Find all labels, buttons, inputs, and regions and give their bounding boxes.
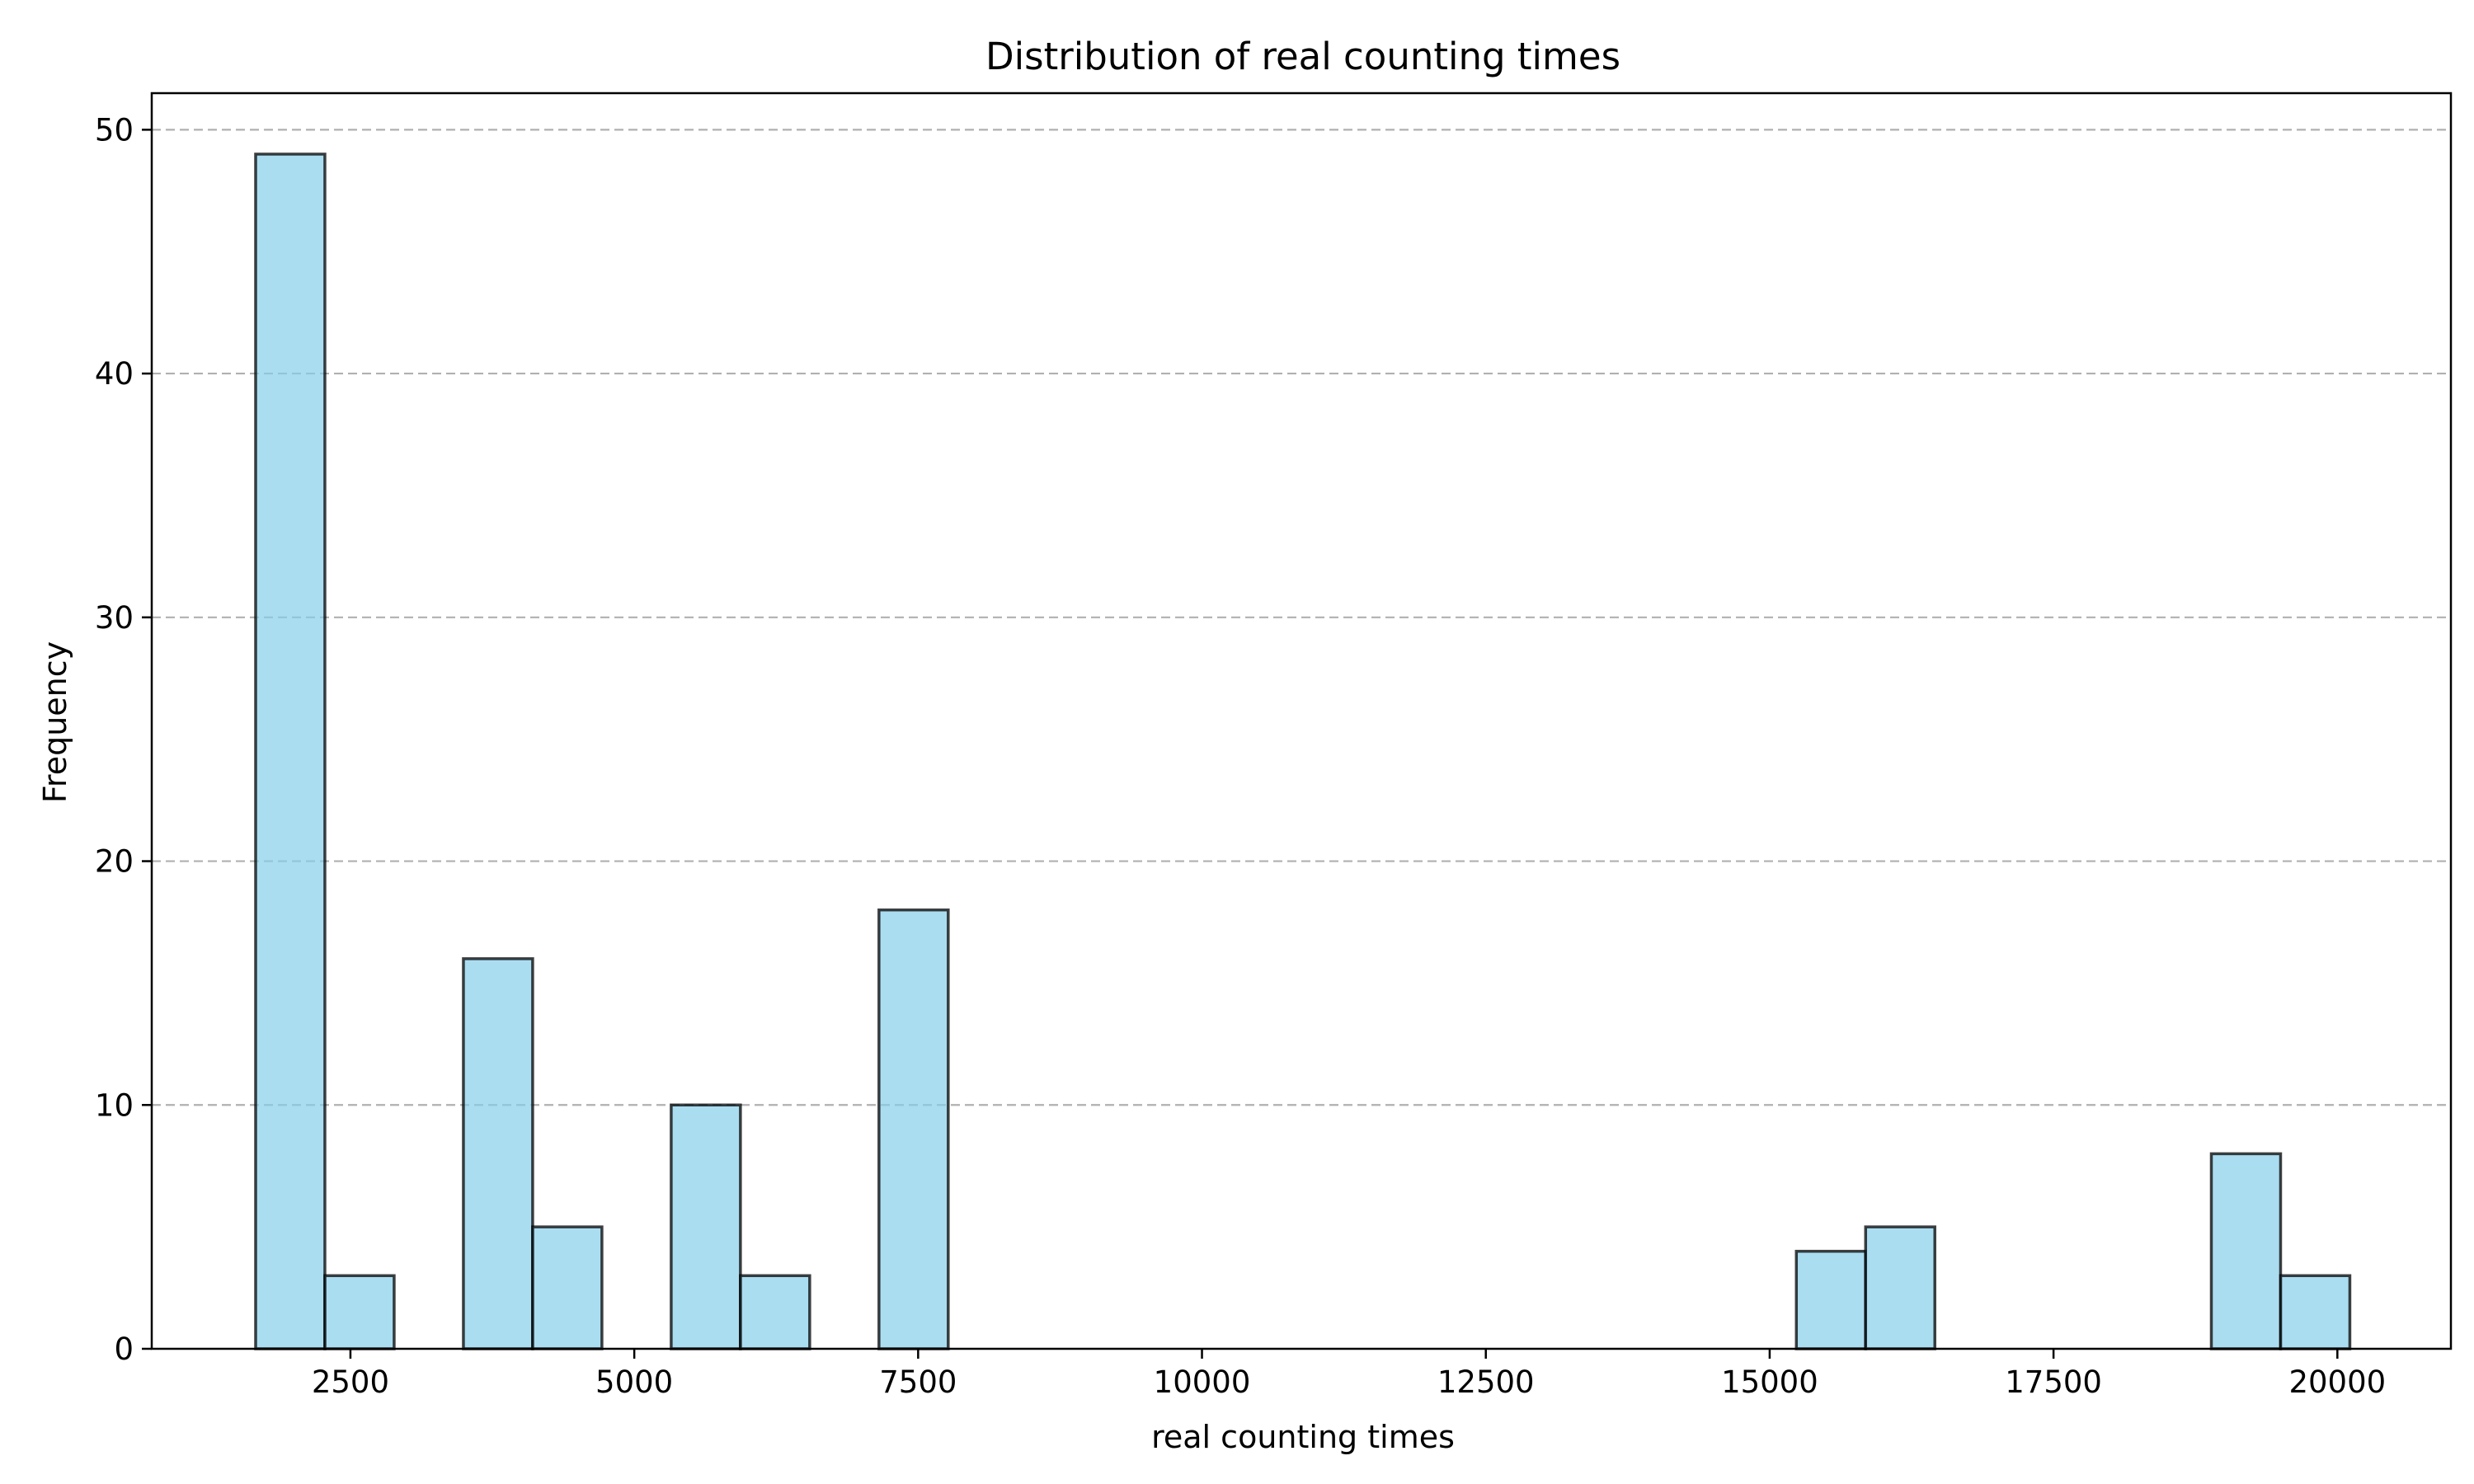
x-tick-label-2500: 2500 — [312, 1364, 389, 1400]
x-tick-label-15000: 15000 — [1721, 1364, 1818, 1400]
histogram-bar-4 — [670, 1103, 742, 1350]
x-tick-label-7500: 7500 — [879, 1364, 957, 1400]
x-tick-label-5000: 5000 — [595, 1364, 673, 1400]
x-tick-label-10000: 10000 — [1154, 1364, 1251, 1400]
chart-title: Distribution of real counting times — [985, 35, 1620, 78]
x-tick-label-17500: 17500 — [2005, 1364, 2102, 1400]
y-tick-label-30: 30 — [95, 600, 134, 636]
histogram-bar-3 — [531, 1225, 604, 1350]
histogram-bar-7 — [1794, 1249, 1868, 1350]
plot-frame — [150, 92, 2453, 1350]
x-tick-label-20000: 20000 — [2288, 1364, 2386, 1400]
histogram-bars — [254, 153, 2352, 1350]
y-tick-label-50: 50 — [95, 112, 134, 148]
x-tick-label-12500: 12500 — [1437, 1364, 1535, 1400]
x-axis-ticks: 2500 5000 7500 10000 12500 15000 17500 20000 — [312, 1349, 2386, 1400]
grid-lines — [152, 129, 2451, 1106]
y-tick-label-20: 20 — [95, 844, 134, 880]
y-tick-label-0: 0 — [114, 1331, 134, 1367]
y-tick-label-40: 40 — [95, 356, 134, 392]
x-axis-label: real counting times — [1151, 1419, 1455, 1455]
histogram-bar-8 — [1864, 1225, 1936, 1350]
histogram-bar-5 — [739, 1274, 811, 1350]
histogram-bar-9 — [2209, 1152, 2283, 1350]
y-axis-ticks: 0 10 20 30 40 50 — [95, 112, 152, 1367]
histogram-bar-1 — [323, 1274, 396, 1350]
histogram-bar-2 — [462, 957, 534, 1350]
histogram-bar-10 — [2279, 1274, 2352, 1350]
histogram-bar-6 — [877, 908, 950, 1350]
y-tick-label-10: 10 — [95, 1087, 134, 1123]
y-axis-label: Frequency — [37, 641, 73, 803]
histogram-bar-0 — [254, 153, 327, 1350]
